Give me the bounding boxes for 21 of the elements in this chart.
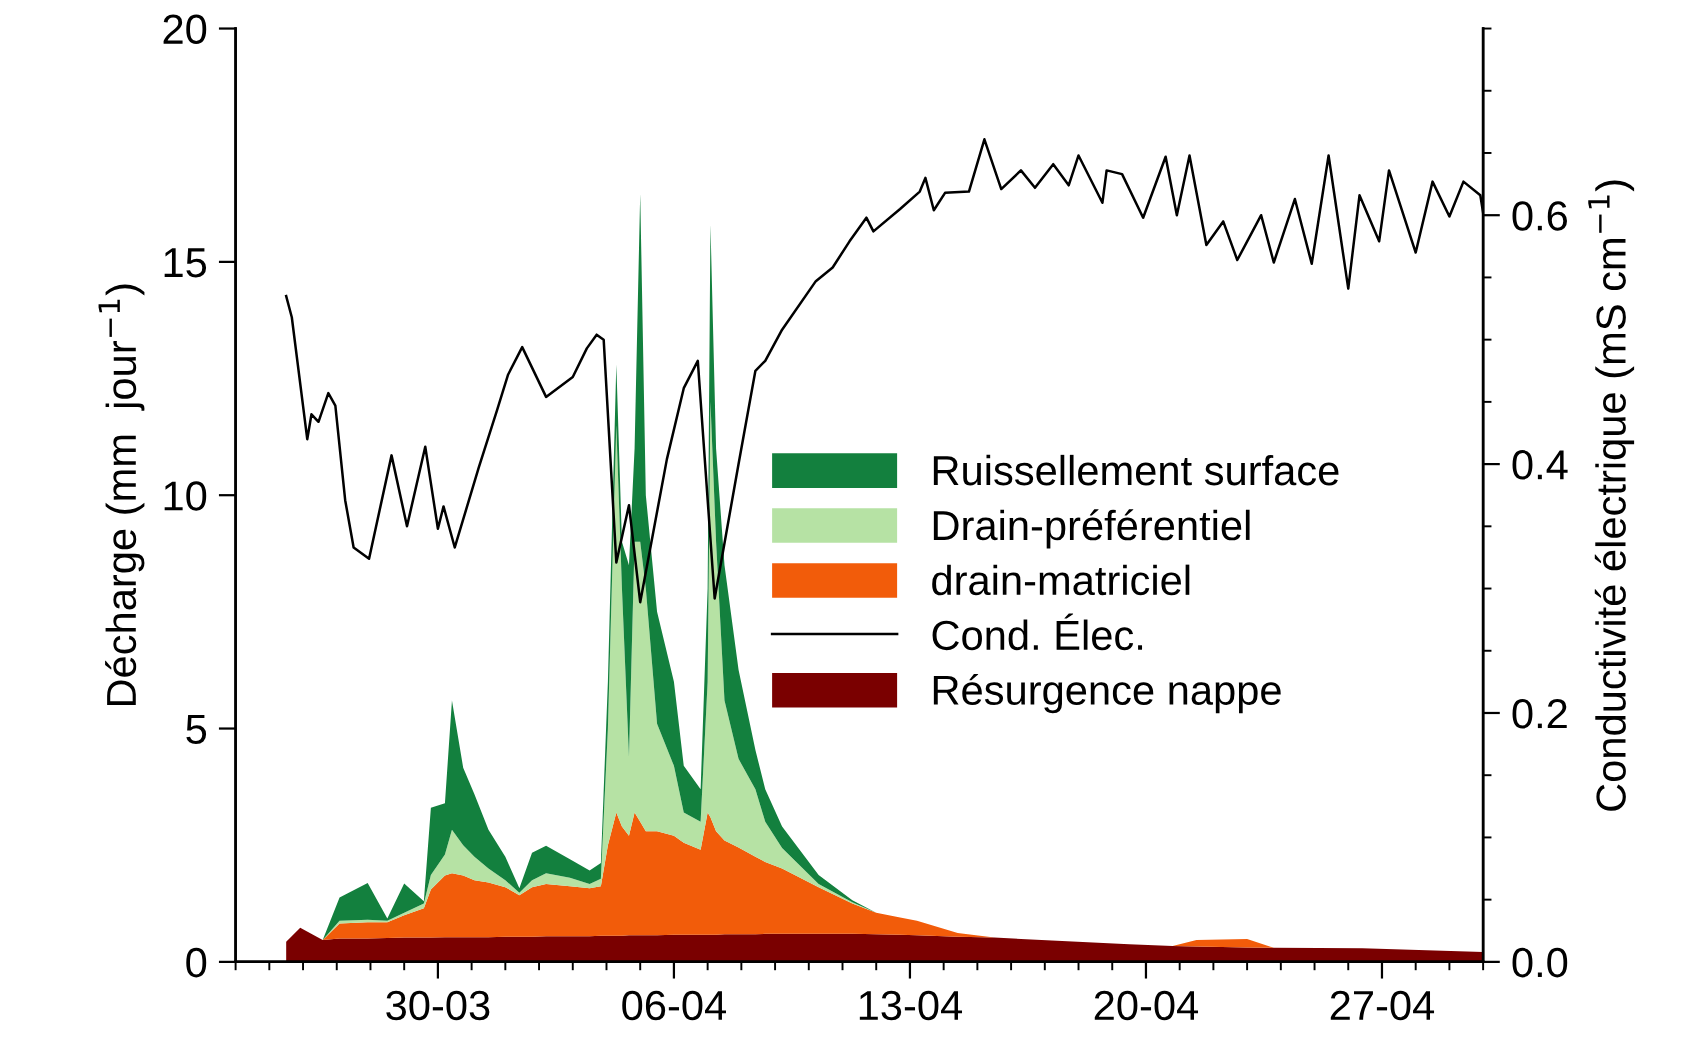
y-axis-title: Décharge (mm jour$^{−1}$) bbox=[98, 284, 145, 706]
y2-tick-label: 0.2 bbox=[1512, 698, 1567, 729]
x-tick-label: 06-04 bbox=[622, 990, 726, 1021]
y-tick-label: 20 bbox=[163, 14, 207, 45]
y2-axis-title: Conductivité électrique (mS cm$^{−1}$) bbox=[1588, 180, 1635, 811]
x-tick-label: 13-04 bbox=[859, 990, 963, 1021]
y-tick-label: 0 bbox=[186, 947, 207, 978]
legend-label: Drain-préférentiel bbox=[933, 509, 1250, 549]
y2-tick-label: 0.6 bbox=[1512, 201, 1567, 231]
y-tick-label: 10 bbox=[164, 481, 207, 511]
legend-label: drain-matriciel bbox=[932, 564, 1190, 596]
y-tick-label: 5 bbox=[186, 714, 207, 745]
y-tick-label: 15 bbox=[164, 248, 207, 278]
legend-label: Résurgence nappe bbox=[933, 673, 1281, 714]
legend-label: Cond. Élec. bbox=[932, 613, 1143, 651]
legend-label: Ruissellement surface bbox=[933, 454, 1339, 486]
y2-tick-label: 0.4 bbox=[1512, 450, 1568, 480]
x-tick-label: 30-03 bbox=[386, 990, 490, 1021]
x-tick-label: 20-04 bbox=[1094, 990, 1199, 1021]
y2-tick-label: 0.0 bbox=[1512, 947, 1568, 978]
x-tick-label: 27-04 bbox=[1330, 990, 1435, 1021]
